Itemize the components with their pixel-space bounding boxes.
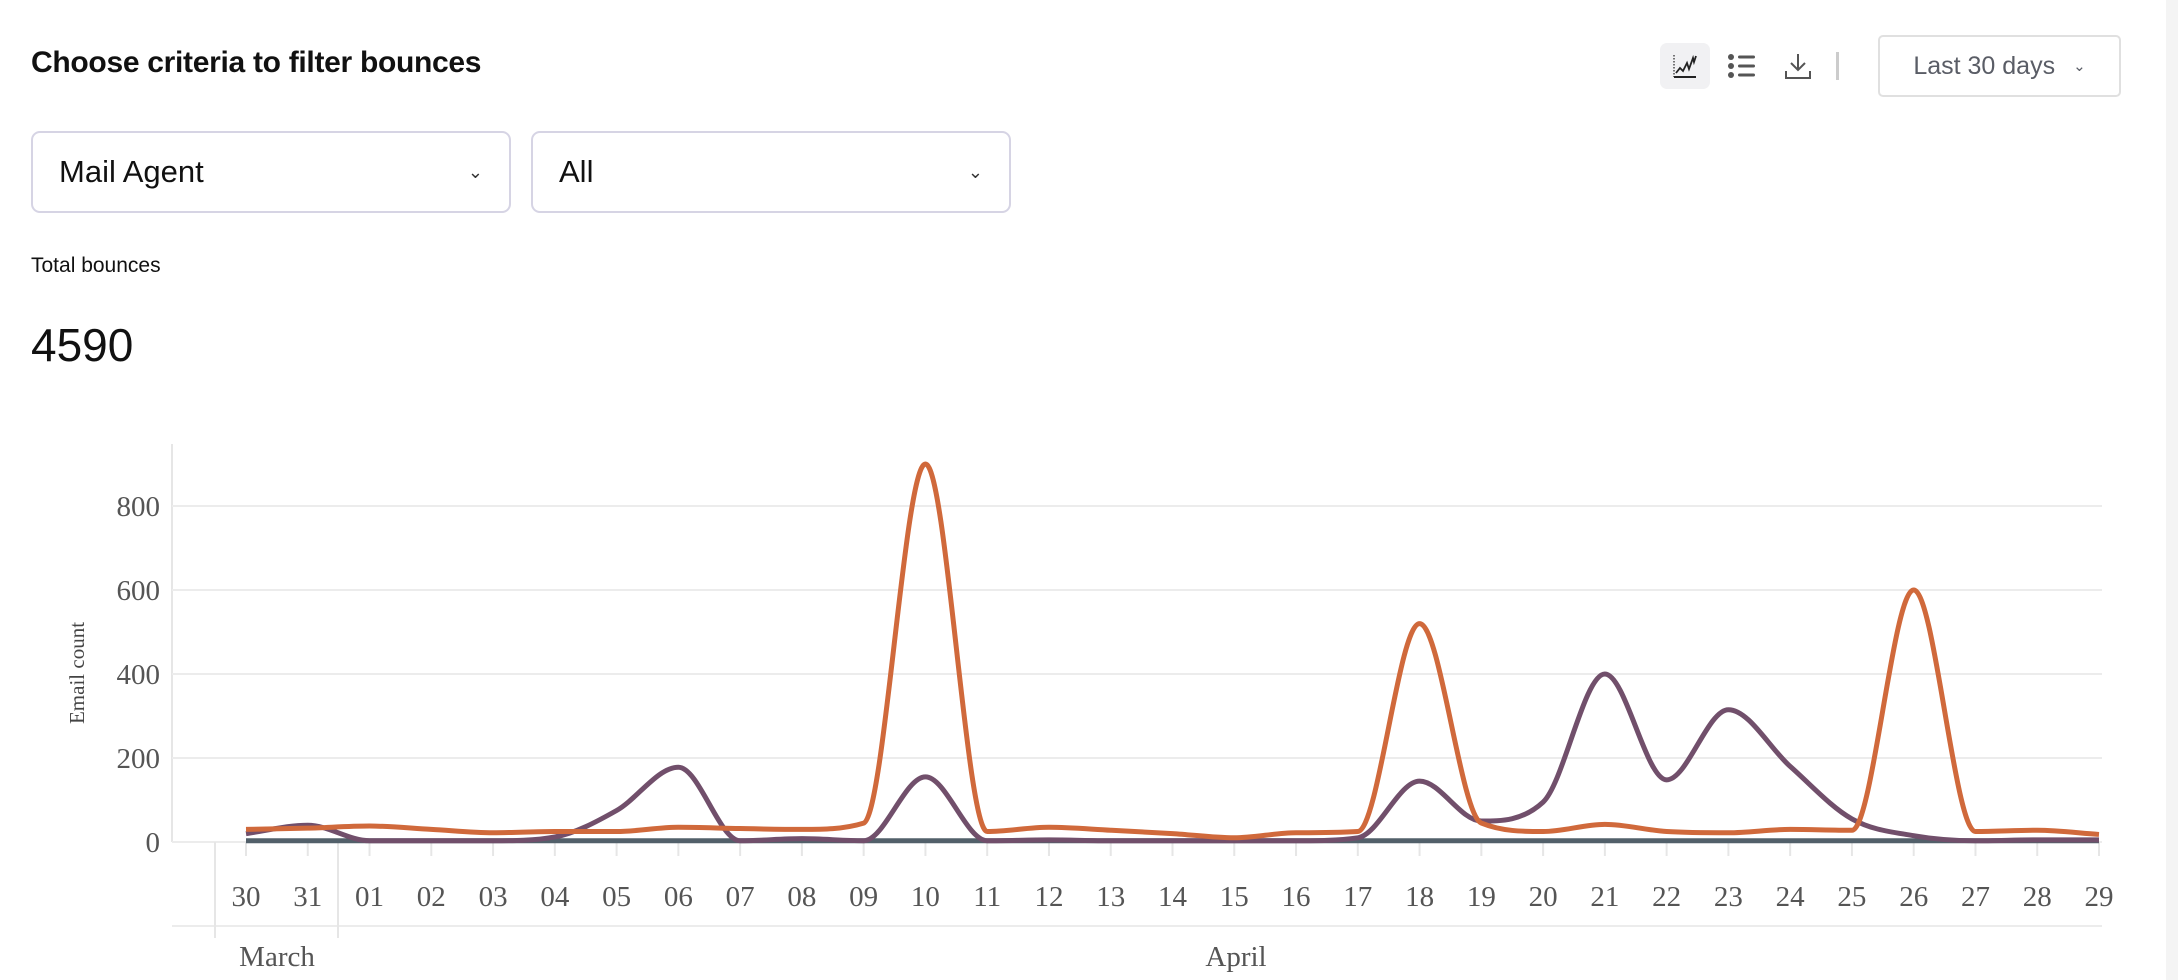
x-tick-label: 31 [293,881,322,913]
x-tick-label: 14 [1158,881,1188,913]
date-range-label: Last 30 days [1913,51,2056,80]
select-value: Mail Agent [59,154,204,189]
y-tick-label: 0 [146,827,161,859]
x-tick-label: 29 [2085,881,2114,913]
x-tick-label: 28 [2023,881,2052,913]
date-range-dropdown[interactable]: Last 30 days ⌄ [1878,35,2121,97]
x-tick-label: 09 [849,881,878,913]
filter-value-select[interactable]: All ⌄ [531,131,1011,213]
y-tick-label: 400 [117,659,161,691]
page-title: Choose criteria to filter bounces [31,46,482,79]
chevron-down-icon: ⌄ [2073,58,2086,75]
x-tick-label: 25 [1837,881,1866,913]
y-tick-label: 800 [117,491,161,523]
series-line-series-b [245,671,2099,844]
toolbar-divider [1836,52,1839,80]
x-tick-label: 18 [1405,881,1434,913]
select-value: All [559,154,594,189]
chart-view-button[interactable] [1660,43,1710,89]
x-tick-label: 17 [1343,881,1372,913]
x-tick-label: 30 [232,881,261,913]
bounces-line-chart: 0 200 400 600 800 Email count 30 31 01 02 03 04 05 06… [65,444,2114,973]
chevron-down-icon: ⌄ [967,161,983,182]
series-line-series-a [245,461,2100,841]
list-view-button[interactable] [1717,43,1767,89]
x-tick-label: 27 [1961,881,1990,913]
x-tick-label: 05 [602,881,631,913]
x-tick-label: 11 [973,881,1001,913]
month-label: March [239,941,315,973]
x-tick-label: 24 [1776,881,1806,913]
y-axis-title: Email count [65,622,89,724]
x-tick-label: 19 [1467,881,1496,913]
x-tick-label: 16 [1282,881,1311,913]
x-tick-label: 20 [1529,881,1558,913]
line-chart-icon [1673,54,1697,78]
x-tick-label: 10 [911,881,940,913]
total-bounces-value: 4590 [31,319,134,371]
x-tick-label: 26 [1899,881,1928,913]
x-tick-label: 07 [726,881,755,913]
x-tick-label: 03 [479,881,508,913]
scrollbar[interactable] [2166,0,2178,980]
filter-criteria-select[interactable]: Mail Agent ⌄ [31,131,511,213]
x-tick-label: 08 [787,881,816,913]
x-tick-label: 04 [540,881,570,913]
x-tick-label: 06 [664,881,693,913]
x-tick-label: 02 [417,881,446,913]
x-tick-label: 15 [1220,881,1249,913]
chevron-down-icon: ⌄ [467,161,483,182]
download-icon [1785,54,1811,79]
x-tick-label: 13 [1096,881,1125,913]
download-button[interactable] [1773,43,1823,89]
x-tick-label: 12 [1034,881,1063,913]
x-tick-label: 01 [355,881,384,913]
x-tick-label: 23 [1714,881,1743,913]
total-bounces-label: Total bounces [31,254,161,277]
x-tick-label: 22 [1652,881,1681,913]
y-tick-label: 600 [117,575,161,607]
list-icon [1728,54,1755,78]
x-tick-label: 21 [1590,881,1619,913]
y-tick-label: 200 [117,743,161,775]
month-label: April [1205,941,1266,973]
